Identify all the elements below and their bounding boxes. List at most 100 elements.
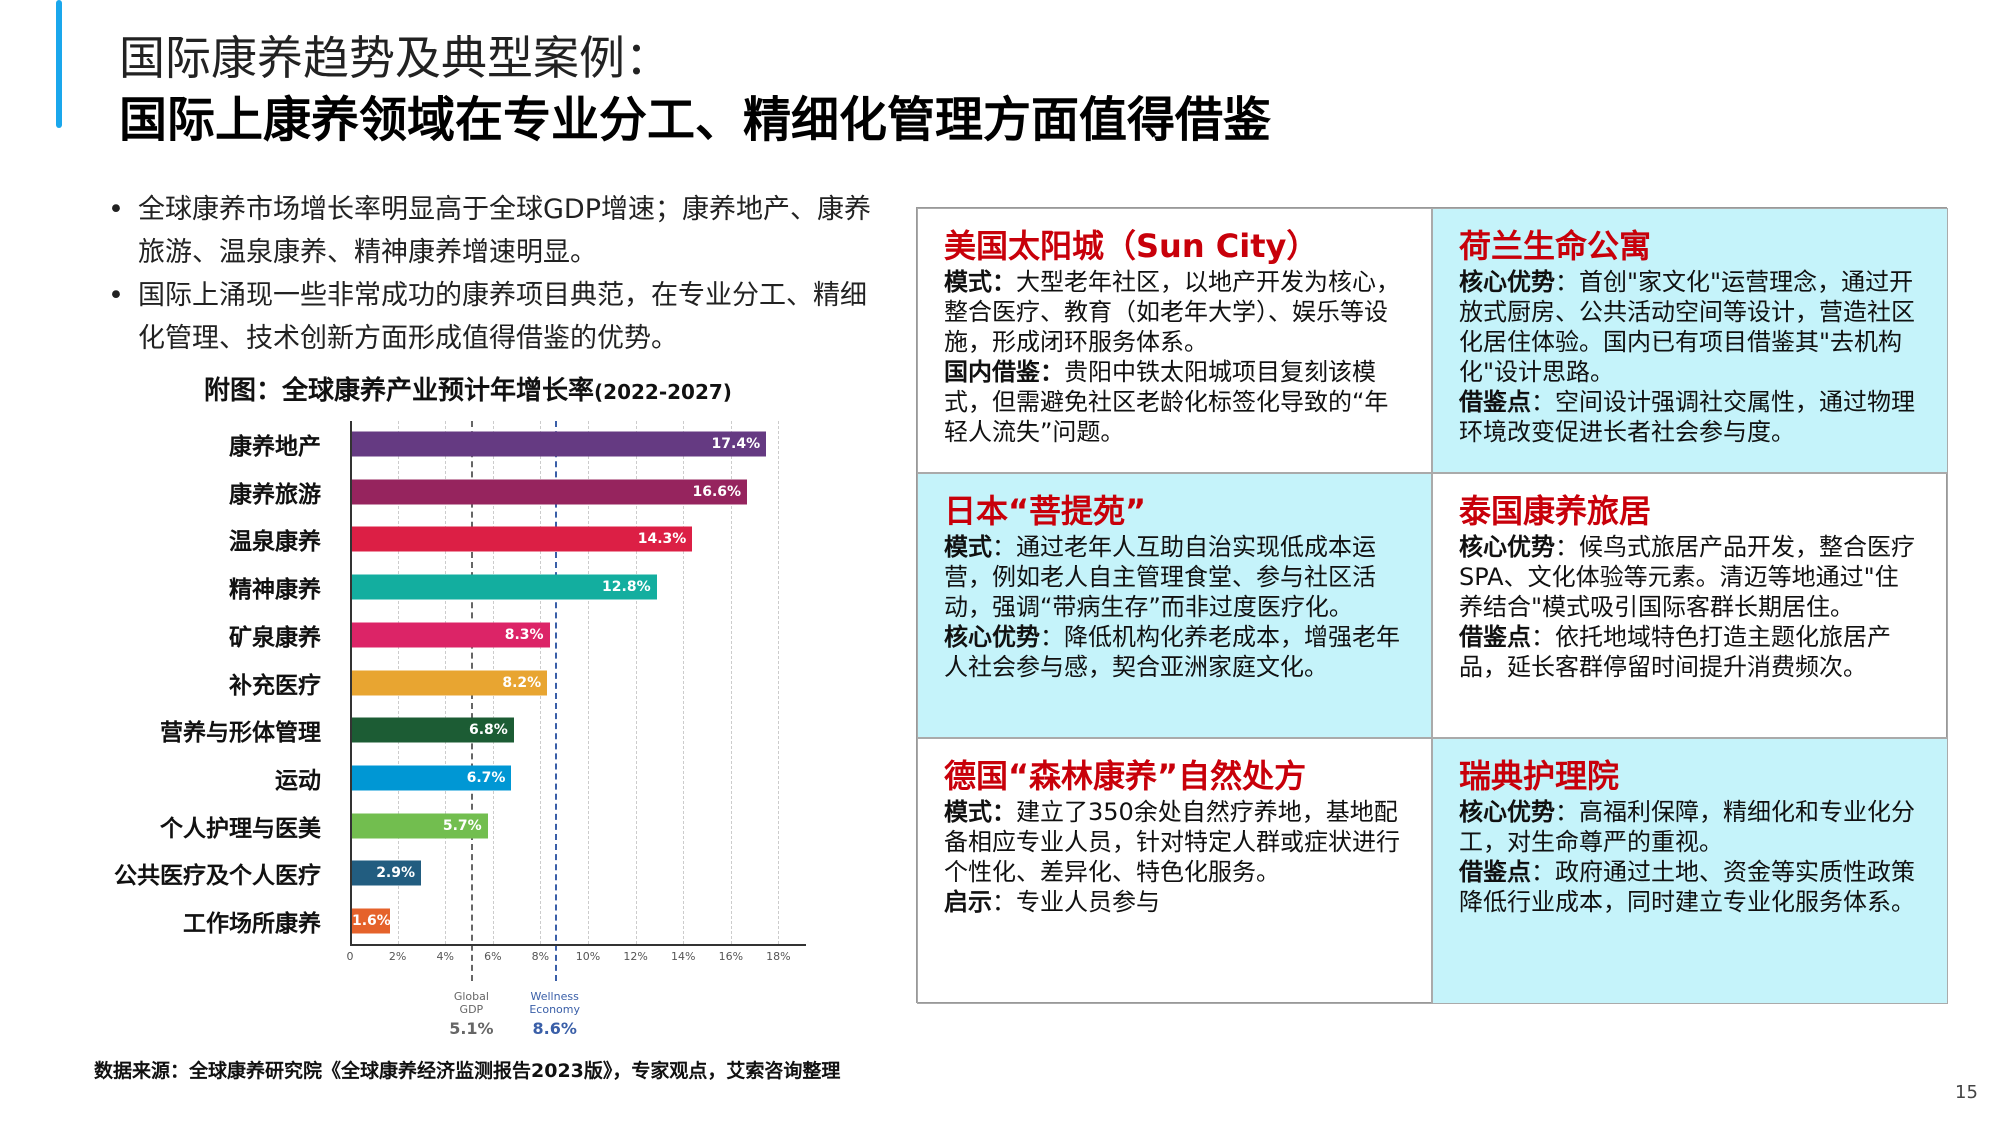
case-paragraph: 核心优势：高福利保障，精细化和专业化分工，对生命尊严的重视。 xyxy=(1459,797,1921,857)
category-label: 康养地产 xyxy=(229,434,321,460)
bar-value-label: 14.3% xyxy=(637,531,687,548)
category-label: 精神康养 xyxy=(229,577,321,604)
bar xyxy=(352,813,488,839)
chart-title: 附图：全球康养产业预计年增长率(2022-2027) xyxy=(204,370,732,407)
ref-label-2: GDP xyxy=(459,1003,484,1016)
page-title: 国际康养趋势及典型案例： xyxy=(119,31,671,85)
reference-label: Global GDP 5.1% xyxy=(449,990,494,1038)
bar-value-label: 12.8% xyxy=(602,579,651,596)
case-card: 泰国康养旅居 核心优势：候鸟式旅居产品开发，整合医疗SPA、文化体验等元素。清迈等… xyxy=(1432,473,1948,738)
page-number: 15 xyxy=(1955,1082,1978,1103)
x-tick-label: 0 xyxy=(346,950,354,963)
case-title: 泰国康养旅居 xyxy=(1459,492,1652,530)
bullet-list: 全球康养市场增长率明显高于全球GDP增速；康养地产、康养旅游、温泉康养、精神康养… xyxy=(108,188,888,360)
bar-value-label: 2.9% xyxy=(376,865,416,882)
case-key: 国内借鉴： xyxy=(944,358,1064,386)
case-text: ：空间设计强调社交属性，通过物理环境改变促进长者社会参与度。 xyxy=(1459,388,1915,446)
ref-value: 5.1% xyxy=(449,1019,494,1038)
case-card: 日本“菩提苑” 模式：通过老年人互助自治实现低成本运营，例如老人自主管理食堂、参与… xyxy=(917,473,1432,738)
bar-value-label: 17.4% xyxy=(711,436,761,452)
case-key: 借鉴点 xyxy=(1459,623,1531,651)
bar-value-label: 5.7% xyxy=(442,817,482,834)
case-key: 启示 xyxy=(944,888,992,916)
bar-value-label: 1.6% xyxy=(352,913,391,929)
case-card: 瑞典护理院 核心优势：高福利保障，精细化和专业化分工，对生命尊严的重视。 借鉴点：政… xyxy=(1432,738,1948,1004)
case-key: 核心优势 xyxy=(1459,268,1555,296)
bullet-item: 全球康养市场增长率明显高于全球GDP增速；康养地产、康养旅游、温泉康养、精神康养… xyxy=(108,188,888,274)
case-paragraph: 启示：专业人员参与 xyxy=(944,887,1405,917)
grid-line xyxy=(730,421,732,944)
bar xyxy=(352,860,422,886)
category-label: 矿泉康养 xyxy=(229,624,321,651)
case-title: 荷兰生命公寓 xyxy=(1459,227,1652,265)
reference-label: Wellness Economy 8.6% xyxy=(529,990,580,1038)
bar xyxy=(352,431,767,457)
bar-value-label: 6.7% xyxy=(466,769,506,786)
x-tick-label: 8% xyxy=(531,950,550,963)
category-label: 温泉康养 xyxy=(229,529,321,556)
chart-title-text: 附图：全球康养产业预计年增长率 xyxy=(204,376,595,406)
x-tick-label: 2% xyxy=(388,950,407,963)
case-text: ：依托地域特色打造主题化旅居产品，延长客群停留时间提升消费频次。 xyxy=(1459,623,1891,681)
category-label: 补充医疗 xyxy=(229,672,321,699)
bar xyxy=(352,717,514,743)
title-accent-bar xyxy=(56,0,62,128)
case-paragraph: 模式：建立了350余处自然疗养地，基地配备相应专业人员，针对特定人群或症状进行个… xyxy=(944,797,1405,887)
case-title: 美国太阳城（Sun City） xyxy=(944,227,1319,265)
case-paragraph: 核心优势：候鸟式旅居产品开发，整合医疗SPA、文化体验等元素。清迈等地通过"住养… xyxy=(1459,532,1921,622)
case-title: 德国“森林康养”自然处方 xyxy=(944,757,1307,795)
ref-label-1: Wellness xyxy=(530,990,579,1003)
case-title: 日本“菩提苑” xyxy=(944,492,1147,530)
reference-line xyxy=(554,421,557,981)
y-axis xyxy=(350,421,352,945)
case-text: ：首创"家文化"运营理念，通过开放式厨房、公共活动空间等设计，营造社区化居住体验… xyxy=(1459,268,1915,386)
bar xyxy=(352,670,548,695)
grid-line xyxy=(683,421,685,944)
case-text: 建立了350余处自然疗养地，基地配备相应专业人员，针对特定人群或症状进行个性化、… xyxy=(944,798,1400,886)
source-note: 数据来源：全球康养研究院《全球康养经济监测报告2023版》，专家观点，艾索咨询整… xyxy=(94,1060,841,1082)
grid-line xyxy=(635,421,637,944)
case-paragraph: 核心优势：首创"家文化"运营理念，通过开放式厨房、公共活动空间等设计，营造社区化… xyxy=(1459,267,1921,387)
x-axis xyxy=(350,944,806,946)
x-tick-label: 10% xyxy=(575,950,601,963)
ref-label-1: Global xyxy=(453,990,489,1003)
bar xyxy=(352,908,391,934)
case-card: 美国太阳城（Sun City） 模式：大型老年社区，以地产开发为核心，整合医疗、教… xyxy=(917,208,1432,473)
case-text: ：降低机构化养老成本，增强老年人社会参与感，契合亚洲家庭文化。 xyxy=(944,623,1400,681)
category-label: 康养旅游 xyxy=(229,481,321,508)
x-tick-label: 16% xyxy=(718,950,744,963)
bullet-item: 国际上涌现一些非常成功的康养项目典范，在专业分工、精细化管理、技术创新方面形成值… xyxy=(108,274,888,360)
category-label: 运动 xyxy=(275,767,321,794)
case-card: 德国“森林康养”自然处方 模式：建立了350余处自然疗养地，基地配备相应专业人员，… xyxy=(917,738,1432,1004)
case-title: 瑞典护理院 xyxy=(1459,757,1620,795)
case-text: 大型老年社区，以地产开发为核心，整合医疗、教育（如老年大学）、娱乐等设施，形成闭… xyxy=(944,268,1400,356)
case-text: 贵阳中铁太阳城项目复刻该模式，但需避免社区老龄化标签化导致的“年轻人流失”问题。 xyxy=(944,358,1389,446)
case-key: 模式 xyxy=(944,533,992,561)
case-text: ：专业人员参与 xyxy=(992,888,1160,916)
x-tick-label: 6% xyxy=(484,950,502,963)
bar-value-label: 8.2% xyxy=(502,674,542,691)
case-paragraph: 借鉴点：政府通过土地、资金等实质性政策降低行业成本，同时建立专业化服务体系。 xyxy=(1459,857,1921,917)
x-tick-label: 4% xyxy=(436,950,454,963)
bar xyxy=(352,574,657,600)
bar xyxy=(352,765,512,791)
case-key: 核心优势 xyxy=(944,623,1040,651)
bar xyxy=(352,622,550,648)
category-label: 个人护理与医美 xyxy=(160,815,321,842)
case-key: 模式： xyxy=(944,798,1016,826)
case-text: ：通过老年人互助自治实现低成本运营，例如老人自主管理食堂、参与社区活动，强调“带… xyxy=(944,533,1376,621)
bar-value-label: 6.8% xyxy=(469,722,508,739)
grid-line xyxy=(588,421,589,944)
case-paragraph: 借鉴点：依托地域特色打造主题化旅居产品，延长客群停留时间提升消费频次。 xyxy=(1459,622,1921,682)
case-paragraph: 模式：通过老年人互助自治实现低成本运营，例如老人自主管理食堂、参与社区活动，强调… xyxy=(944,532,1405,622)
case-paragraph: 国内借鉴：贵阳中铁太阳城项目复刻该模式，但需避免社区老龄化标签化导致的“年轻人流… xyxy=(944,357,1405,447)
grid-line xyxy=(778,421,780,944)
x-tick-label: 18% xyxy=(766,950,791,963)
page-subtitle: 国际上康养领域在专业分工、精细化管理方面值得借鉴 xyxy=(119,92,1272,148)
ref-value: 8.6% xyxy=(532,1019,577,1038)
category-label: 营养与形体管理 xyxy=(160,720,321,747)
bar xyxy=(352,526,693,552)
case-key: 核心优势 xyxy=(1459,533,1555,561)
case-paragraph: 借鉴点：空间设计强调社交属性，通过物理环境改变促进长者社会参与度。 xyxy=(1459,387,1921,447)
case-paragraph: 模式：大型老年社区，以地产开发为核心，整合医疗、教育（如老年大学）、娱乐等设施，… xyxy=(944,267,1405,357)
